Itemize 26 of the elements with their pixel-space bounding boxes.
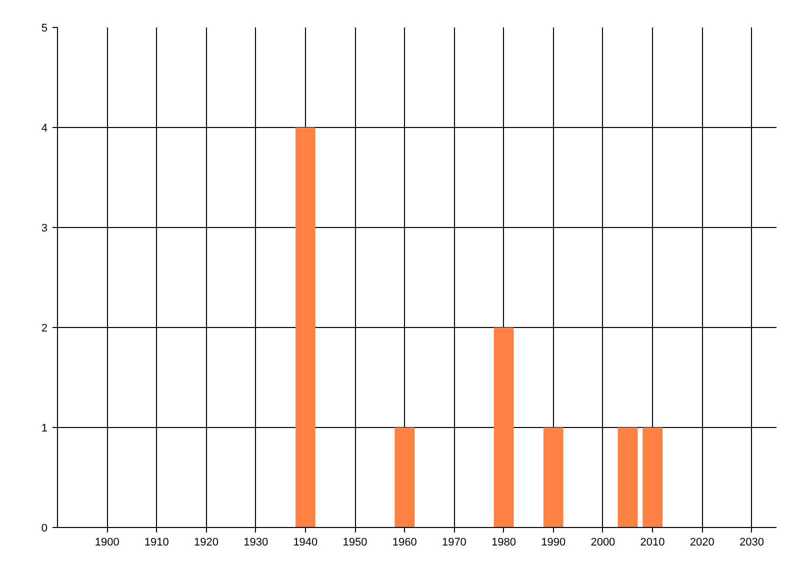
- x-tick-label: 1990: [541, 536, 566, 548]
- y-tick-label: 3: [41, 222, 48, 234]
- y-tick-label: 5: [41, 22, 48, 34]
- bar: [394, 428, 415, 528]
- y-tick-label: 1: [41, 422, 48, 434]
- y-tick-label: 0: [41, 522, 48, 534]
- x-tick-label: 1940: [293, 536, 318, 548]
- x-tick-label: 2030: [739, 536, 764, 548]
- x-tick-label: 1980: [492, 536, 516, 548]
- bar: [543, 428, 564, 528]
- x-tick-label: 1910: [144, 536, 169, 548]
- bar: [642, 428, 662, 528]
- x-tick-label: 2000: [590, 536, 616, 548]
- y-tick-label: 2: [41, 322, 48, 334]
- bar: [296, 128, 316, 528]
- y-tick-label: 4: [41, 122, 48, 134]
- x-tick-label: 1960: [392, 536, 417, 548]
- x-tick-label: 1950: [342, 536, 368, 548]
- bar: [494, 328, 514, 528]
- x-tick-label: 1970: [442, 536, 466, 548]
- bar: [618, 428, 638, 528]
- x-tick-label: 2010: [640, 536, 665, 548]
- x-tick-label: 1900: [94, 536, 120, 548]
- x-tick-label: 1930: [244, 536, 268, 548]
- x-tick-label: 1920: [194, 536, 219, 548]
- x-tick-label: 2020: [690, 536, 714, 548]
